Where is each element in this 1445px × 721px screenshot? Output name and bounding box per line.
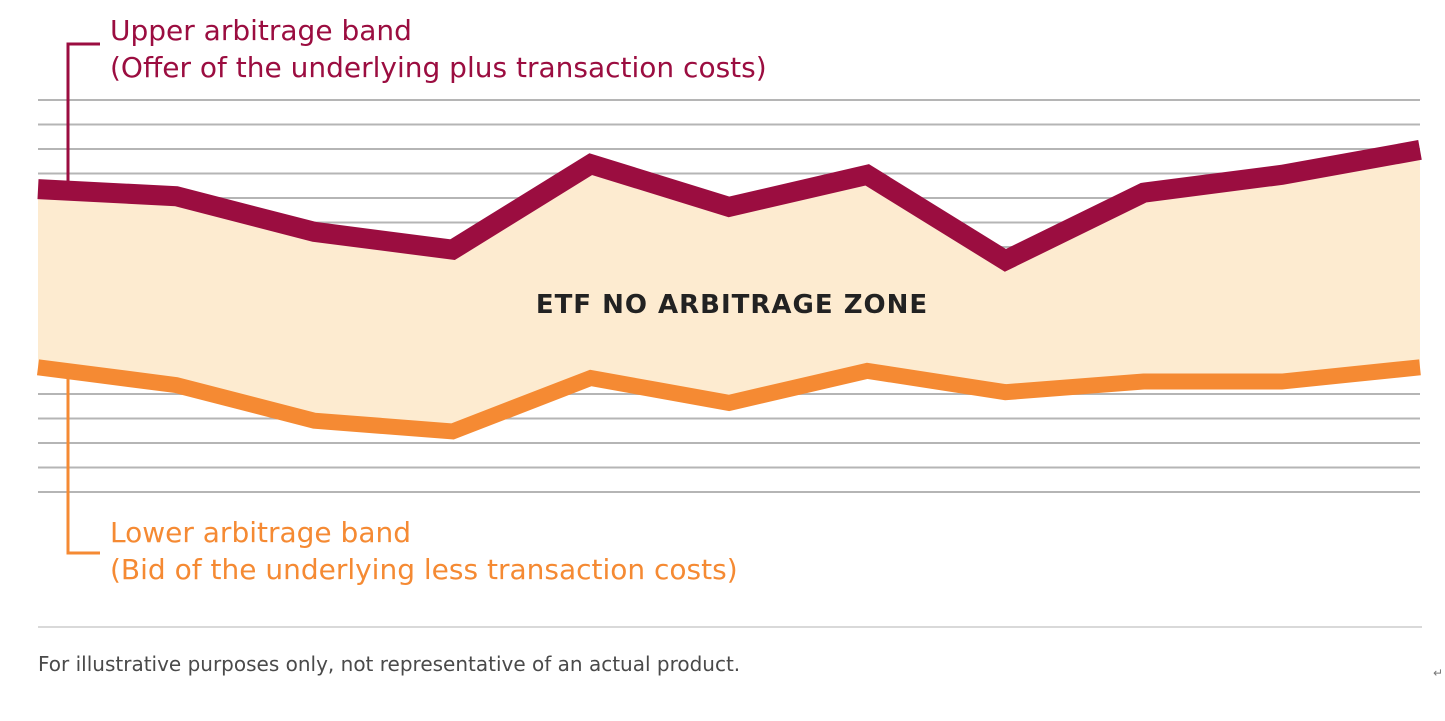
lower-band-line: [36, 359, 1421, 440]
upper-band-description: (Offer of the underlying plus transactio…: [110, 51, 767, 84]
lower-band-label: Lower arbitrage band: [110, 516, 411, 549]
footnote: For illustrative purposes only, not repr…: [38, 652, 741, 676]
upper-band-line: [37, 140, 1422, 272]
upper-band-label: Upper arbitrage band: [110, 14, 412, 47]
return-glyph: ↵: [1433, 666, 1444, 680]
lower-annotation-bracket: [66, 373, 100, 555]
no-arbitrage-zone-area: [38, 149, 1420, 432]
no-arbitrage-zone-label: ETF NO ARBITRAGE ZONE: [536, 290, 928, 320]
footnote-divider: [38, 626, 1422, 628]
lower-band-description: (Bid of the underlying less transaction …: [110, 553, 738, 586]
upper-annotation-bracket: [66, 42, 100, 184]
